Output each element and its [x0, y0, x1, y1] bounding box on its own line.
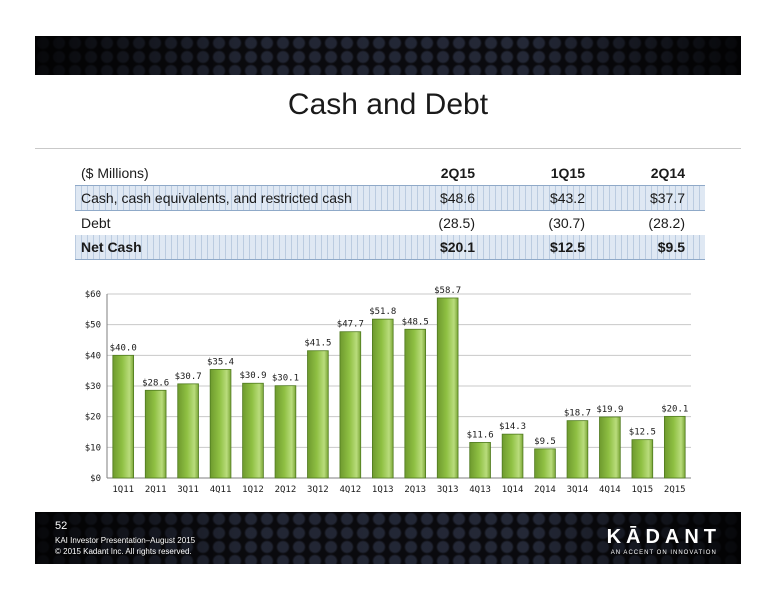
chart-bar: [307, 350, 329, 479]
header-band: [35, 36, 741, 75]
table-cell: $12.5: [549, 239, 585, 255]
x-tick-label: 4Q12: [339, 485, 361, 495]
slide: Cash and Debt ($ Millions) 2Q15 1Q15 2Q1…: [35, 36, 741, 564]
data-label: $30.1: [272, 374, 299, 384]
table-cell: $48.6: [439, 190, 475, 206]
header-cell: 1Q15: [550, 165, 585, 181]
chart-bar: [599, 416, 621, 479]
company-logo: KĀDANT AN ACCENT ON INNOVATION: [607, 526, 721, 556]
data-label: $30.9: [239, 371, 266, 381]
x-tick-label: 1Q13: [372, 485, 394, 495]
chart-bar: [274, 385, 297, 479]
x-tick-label: 3Q14: [567, 485, 589, 495]
x-tick-label: 2Q13: [404, 485, 426, 495]
chart-bar: [144, 389, 167, 479]
y-tick-label: $40: [85, 351, 101, 361]
footer: 52 KAI Investor Presentation–August 2015…: [55, 520, 195, 557]
title-divider: [35, 148, 741, 149]
logo-tagline: AN ACCENT ON INNOVATION: [610, 550, 717, 556]
table-cell: $43.2: [549, 190, 585, 206]
x-tick-label: 2Q11: [145, 485, 167, 495]
table-cell: $20.1: [439, 239, 475, 255]
table-row: Cash, cash equivalents, and restricted c…: [75, 186, 705, 211]
x-tick-label: 4Q13: [469, 485, 491, 495]
chart-bar: [501, 433, 524, 479]
data-label: $40.0: [110, 343, 137, 353]
x-tick-label: 1Q14: [502, 485, 524, 495]
y-tick-label: $60: [85, 290, 101, 300]
row-label: Net Cash: [81, 239, 142, 255]
chart-bar: [534, 448, 556, 479]
table-cell: (28.2): [648, 215, 685, 231]
y-tick-label: $10: [85, 443, 101, 453]
x-tick-label: 3Q13: [437, 485, 459, 495]
chart-bar: [436, 297, 459, 479]
chart-bar: [404, 328, 427, 479]
header-cell: ($ Millions): [81, 165, 149, 181]
x-tick-label: 1Q12: [242, 485, 264, 495]
page-number: 52: [55, 520, 68, 532]
y-tick-label: $20: [85, 413, 101, 423]
x-tick-label: 4Q11: [210, 485, 232, 495]
data-label: $18.7: [564, 409, 591, 419]
chart-bar: [566, 420, 589, 479]
data-label: $35.4: [207, 357, 234, 367]
net-cash-bar-chart: $0 $10 $20 $30 $40 $50 $60 $40.0 1Q11 $28.6 2Q11 $3…: [85, 286, 691, 495]
data-label: $9.5: [534, 437, 556, 447]
x-tick-label: 2Q15: [664, 485, 686, 495]
x-tick-label: 2Q14: [534, 485, 556, 495]
data-label: $28.6: [142, 378, 169, 388]
x-tick-label: 3Q11: [177, 485, 199, 495]
data-label: $47.7: [337, 320, 364, 330]
chart-bar: [663, 415, 686, 479]
table-cell: $37.7: [649, 190, 685, 206]
x-tick-label: 2Q12: [275, 485, 297, 495]
row-label: Cash, cash equivalents, and restricted c…: [81, 190, 352, 206]
y-tick-label: $30: [85, 382, 101, 392]
table-cell: $9.5: [657, 239, 685, 255]
table-cell: (28.5): [438, 215, 475, 231]
x-tick-label: 4Q14: [599, 485, 621, 495]
data-label: $20.1: [661, 404, 688, 414]
header-cell: 2Q15: [440, 165, 475, 181]
chart-bar: [631, 439, 654, 479]
x-tick-label: 1Q11: [112, 485, 134, 495]
data-label: $48.5: [402, 317, 429, 327]
chart-bar: [339, 331, 362, 479]
chart-bar: [371, 318, 394, 479]
chart-bar: [469, 442, 491, 479]
y-tick-label: $50: [85, 321, 101, 331]
table-header-row: ($ Millions) 2Q15 1Q15 2Q14: [75, 161, 705, 186]
y-tick-label: $0: [90, 474, 101, 484]
data-label: $30.7: [175, 372, 202, 382]
data-label: $19.9: [596, 405, 623, 415]
table-row: Net Cash $20.1 $12.5 $9.5: [75, 235, 705, 260]
data-label: $12.5: [629, 428, 656, 438]
header-cell: 2Q14: [650, 165, 685, 181]
table-cell: (30.7): [548, 215, 585, 231]
page-title: Cash and Debt: [287, 88, 489, 121]
cash-debt-table: ($ Millions) 2Q15 1Q15 2Q14 Cash, cash e…: [75, 161, 705, 260]
data-label: $14.3: [499, 422, 526, 432]
logo-name: KĀDANT: [606, 526, 721, 548]
footer-band: [35, 512, 741, 564]
row-label: Debt: [81, 215, 111, 231]
chart-bar: [242, 382, 264, 479]
table-row: Debt (28.5) (30.7) (28.2): [75, 211, 705, 235]
chart-bar: [209, 369, 232, 479]
chart-bar: [112, 354, 135, 479]
data-label: $41.5: [304, 339, 331, 349]
chart-bar: [177, 383, 199, 479]
data-label: $11.6: [467, 430, 494, 440]
data-label: $58.7: [434, 286, 461, 296]
x-tick-label: 1Q15: [631, 485, 653, 495]
footer-line: KAI Investor Presentation–August 2015: [55, 536, 196, 545]
data-label: $51.8: [369, 307, 396, 317]
x-tick-label: 3Q12: [307, 485, 329, 495]
footer-copyright: © 2015 Kadant Inc. All rights reserved.: [55, 547, 192, 556]
